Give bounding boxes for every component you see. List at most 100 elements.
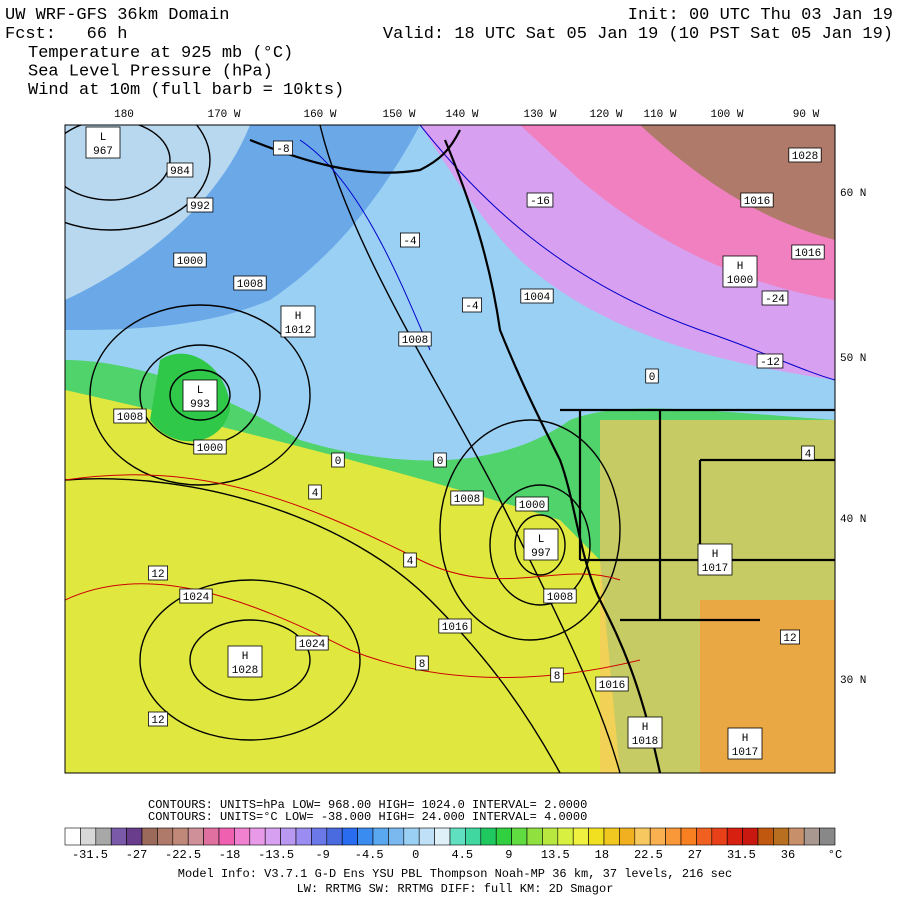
pressure-center-value: 1017 — [732, 747, 758, 759]
colorbar-swatch — [372, 827, 389, 846]
colorbar-swatch — [665, 827, 682, 846]
pressure-center-letter: L — [538, 534, 545, 546]
contour-label: 1008 — [547, 592, 573, 604]
contour-label: 1016 — [599, 680, 625, 692]
colorbar-label: -27 — [126, 848, 148, 862]
contour-label: 1000 — [177, 256, 203, 268]
colorbar-swatch — [341, 827, 358, 846]
colorbar-swatch — [588, 827, 605, 846]
contour-label-box — [308, 484, 322, 500]
colorbar-swatch — [388, 827, 405, 846]
colorbar-swatch — [418, 827, 435, 846]
contour-label: 1024 — [299, 639, 326, 651]
colorbar-swatch — [234, 827, 251, 846]
contour-label: 984 — [170, 166, 190, 178]
pressure-center-letter: H — [742, 733, 749, 745]
colorbar-swatch — [280, 827, 297, 846]
valid-time: Valid: 18 UTC Sat 05 Jan 19 (10 PST Sat … — [383, 25, 893, 44]
contour-label: 4 — [312, 488, 319, 500]
contour-label-box — [173, 252, 207, 268]
contour-label-box — [645, 368, 659, 384]
contour-label-box — [399, 232, 420, 248]
contour-label: 0 — [335, 456, 342, 468]
colorbar-swatch — [511, 827, 528, 846]
contour-label-box — [398, 331, 432, 347]
colorbar-swatch — [773, 827, 790, 846]
colorbar-swatch — [557, 827, 574, 846]
colorbar-label: 18 — [595, 848, 609, 862]
pressure-center-box — [85, 126, 121, 159]
colorbar-swatch — [634, 827, 651, 846]
contour-label: 8 — [419, 659, 426, 671]
longitude-label: 130 W — [523, 109, 556, 121]
colorbar-label: 9 — [505, 848, 512, 862]
colorbar-label: 22.5 — [634, 848, 663, 862]
colorbar-swatch — [711, 827, 728, 846]
longitude-label: 170 W — [207, 109, 240, 121]
model-info: LW: RRTMG SW: RRTMG DIFF: full KM: 2D Sm… — [297, 882, 614, 896]
colorbar-label: -4.5 — [355, 848, 384, 862]
contour-label-box — [740, 192, 774, 208]
contour-label-box — [543, 588, 577, 604]
colorbar-swatch — [726, 827, 743, 846]
pressure-center-box — [182, 379, 218, 412]
contour-label-box — [595, 676, 629, 692]
pressure-center-letter: H — [737, 261, 744, 273]
contour-label-box — [415, 655, 429, 671]
pressure-center-value: 1028 — [232, 665, 258, 677]
colorbar-swatch — [542, 827, 559, 846]
contour-label: -8 — [276, 144, 289, 156]
contour-label-box — [147, 565, 168, 581]
forecast: Fcst: 66 h — [5, 25, 127, 44]
contour-label-box — [193, 439, 227, 455]
contour-label-box — [791, 244, 825, 260]
colorbar-swatch — [311, 827, 328, 846]
contour-label: 0 — [437, 456, 444, 468]
pressure-center-letter: L — [100, 132, 107, 144]
model-info: Model Info: V3.7.1 G-D Ens YSU PBL Thomp… — [178, 867, 733, 881]
contour-label-box — [403, 552, 417, 568]
contour-label: 1000 — [197, 443, 223, 455]
contour-label-box — [186, 197, 214, 213]
contour-label: 992 — [190, 201, 210, 213]
contour-label: -24 — [765, 294, 785, 306]
init-time: Init: 00 UTC Thu 03 Jan 19 — [628, 6, 893, 25]
colorbar-label: 36 — [781, 848, 795, 862]
contour-label: -16 — [530, 196, 550, 208]
pressure-center-letter: H — [295, 311, 302, 323]
pressure-center-letter: H — [642, 722, 649, 734]
colorbar-swatch — [465, 827, 482, 846]
pressure-center-value: 1000 — [727, 275, 753, 287]
colorbar-label: 13.5 — [541, 848, 570, 862]
longitude-label: 120 W — [589, 109, 622, 121]
colorbar-label: -13.5 — [258, 848, 294, 862]
contour-label-box — [295, 635, 329, 651]
contour-label-box — [780, 629, 801, 645]
longitude-label: 100 W — [710, 109, 743, 121]
colorbar-label: -22.5 — [165, 848, 201, 862]
colorbar-swatch — [80, 827, 97, 846]
colorbar-label: 27 — [688, 848, 702, 862]
colorbar-swatch — [803, 827, 820, 846]
colorbar-swatch — [572, 827, 589, 846]
map-frame — [64, 124, 836, 774]
latitude-label: 40 N — [840, 514, 866, 526]
colorbar-label: 0 — [412, 848, 419, 862]
colorbar-swatch — [819, 827, 836, 846]
contour-label-box — [515, 496, 549, 512]
colorbar-swatch — [264, 827, 281, 846]
contour-label-box — [526, 192, 554, 208]
pressure-center-box — [697, 543, 733, 576]
pressure-center-value: 967 — [93, 146, 113, 158]
contour-label-box — [166, 162, 194, 178]
contour-label: -4 — [403, 236, 417, 248]
contour-label-box — [147, 711, 168, 727]
pressure-center-box — [722, 255, 758, 288]
colorbar: -31.5 -27 -22.5 -18 -13.5 -9 -4.5 0 4.5 9 13.5 18 22… — [64, 827, 842, 862]
pressure-center-box — [227, 645, 263, 678]
map-axes: 180 170 W 160 W 150 W 140 W 130 W 120 W 110 W 10… — [114, 109, 866, 687]
colorbar-swatch — [403, 827, 420, 846]
colorbar-swatch — [95, 827, 112, 846]
contour-label-box — [233, 275, 267, 291]
